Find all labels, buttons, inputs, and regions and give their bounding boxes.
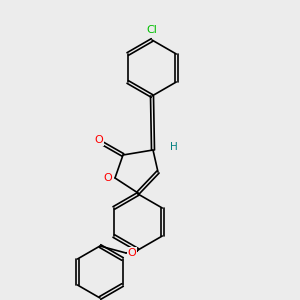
Text: O: O bbox=[128, 248, 136, 258]
Text: O: O bbox=[103, 173, 112, 183]
Text: Cl: Cl bbox=[147, 25, 158, 35]
Text: H: H bbox=[170, 142, 178, 152]
Text: O: O bbox=[94, 135, 103, 145]
